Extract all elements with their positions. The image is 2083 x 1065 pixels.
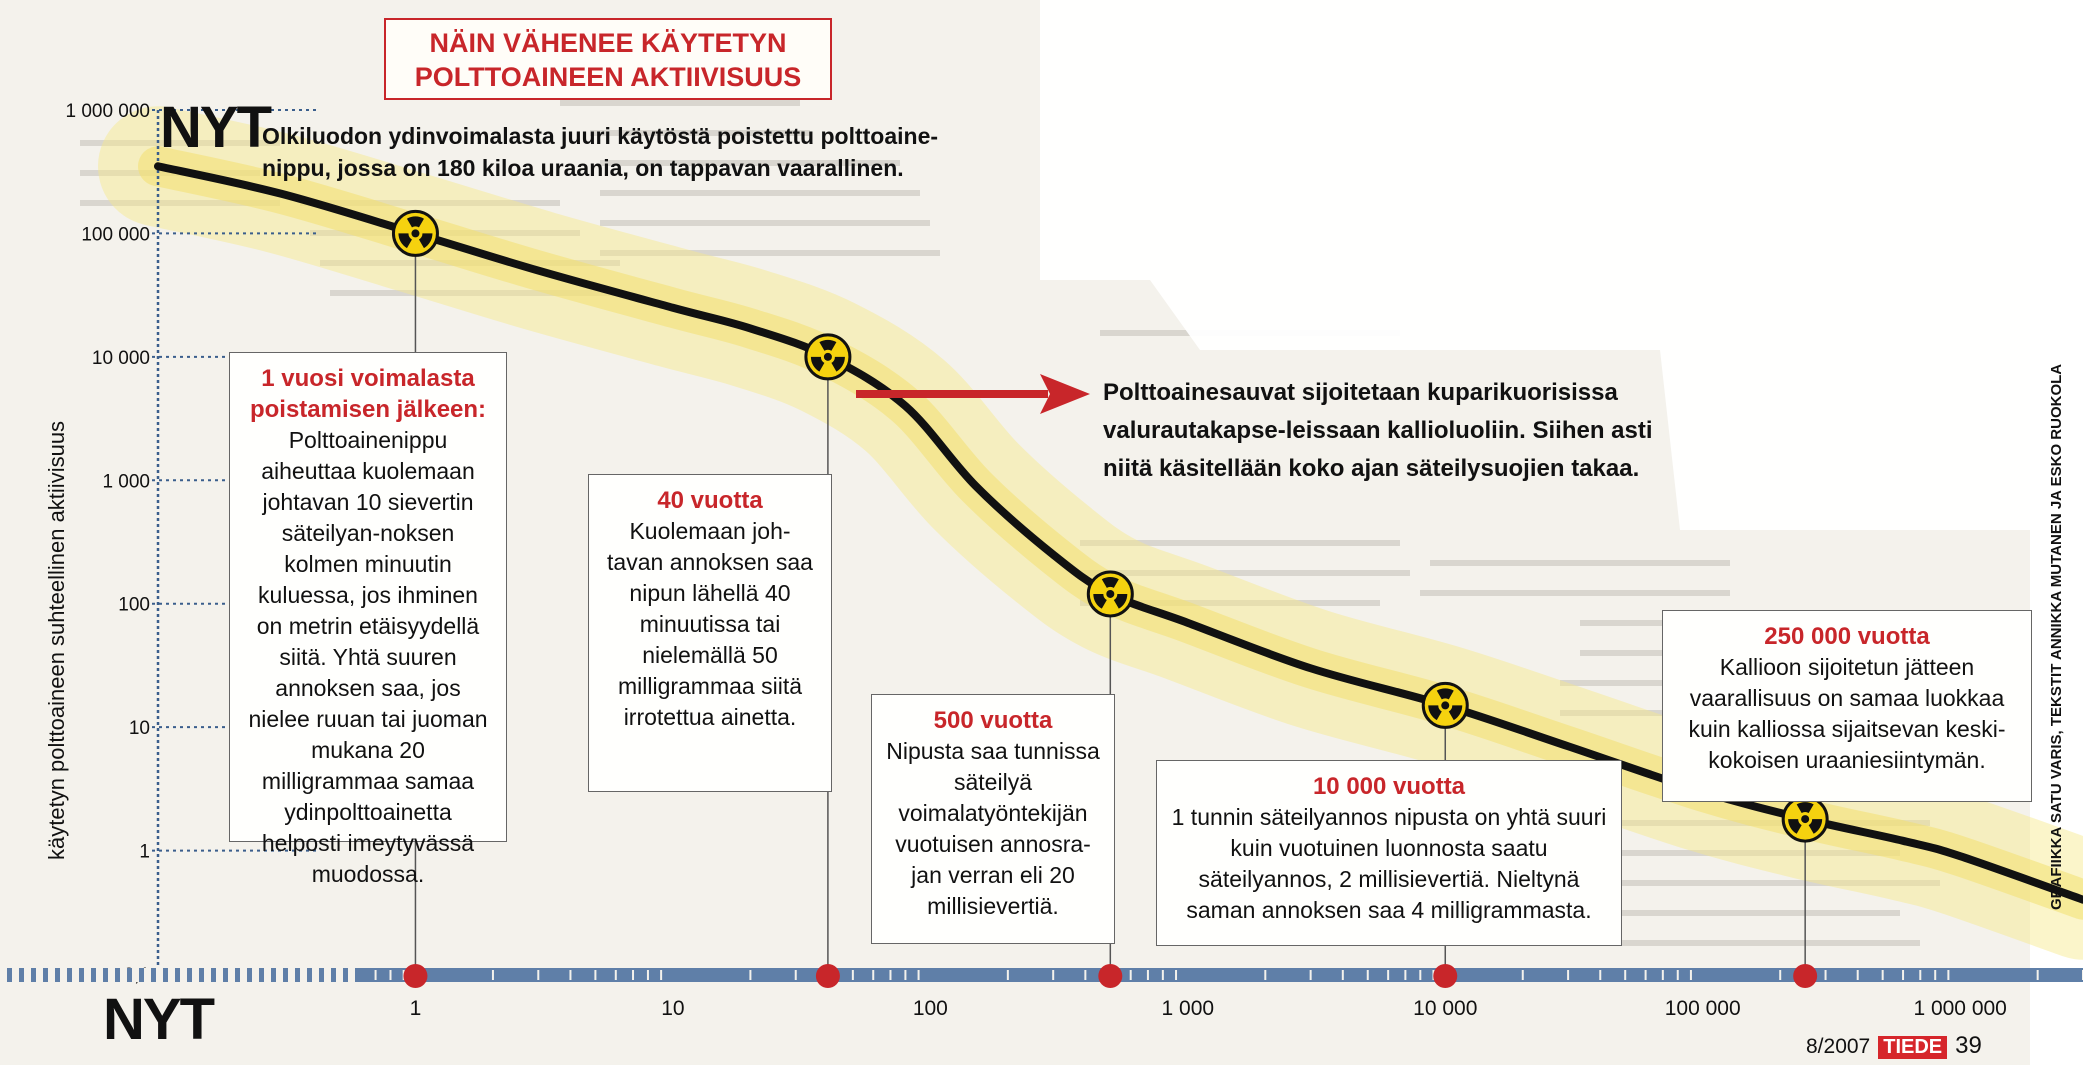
x-axis-dash: [84, 968, 91, 982]
y-tick-label: 1: [139, 842, 150, 863]
radiation-icon: [1086, 570, 1134, 618]
credit-text: GRAFIIKKA SATU VARIS, TEKSTIT ANNIKKA MU…: [2048, 363, 2065, 910]
callout-body: 1 tunnin säteilyannos nipusta on yhtä su…: [1171, 804, 1607, 923]
nyt-bottom-label: NYT: [103, 987, 215, 1052]
time-dot: [1098, 964, 1123, 988]
callout-body: Kuolemaan joh-tavan annoksen saa nipun l…: [607, 518, 813, 730]
x-axis-dash: [264, 968, 271, 982]
x-axis-dash: [348, 968, 355, 982]
x-axis-dash: [24, 968, 31, 982]
x-axis-dash: [108, 968, 115, 982]
x-tick-label: 10 000: [1413, 997, 1477, 1020]
y-tick-label: 1 000 000: [65, 101, 150, 122]
disposal-text: Polttoainesauvat sijoitetaan kuparikuori…: [1103, 379, 1653, 482]
x-axis-dash: [276, 968, 283, 982]
x-tick-label: 10: [661, 997, 684, 1020]
activity-curve: [154, 162, 2083, 904]
callout-500-years: 500 vuotta Nipusta saa tunnissa säteilyä…: [871, 694, 1115, 944]
radiation-icon: [1421, 681, 1469, 729]
callout-head: 40 vuotta: [657, 487, 763, 514]
callout-head: 250 000 vuotta: [1764, 623, 1930, 650]
x-tick-label: 1 000 000: [1913, 997, 2006, 1020]
page-number: 39: [1955, 1032, 1982, 1059]
nyt-top-label: NYT: [160, 95, 272, 160]
y-tick-label: 10: [129, 718, 150, 739]
x-axis-dash: [312, 968, 319, 982]
x-tick-label: 1: [410, 997, 422, 1020]
callout-body: Polttoainenippu aiheuttaa kuolemaan joht…: [248, 427, 488, 887]
callout-10000-years: 10 000 vuotta 1 tunnin säteilyannos nipu…: [1156, 760, 1622, 946]
x-axis-dash: [228, 968, 235, 982]
x-axis-dash: [36, 968, 43, 982]
x-axis: 1 10 100 1 000 10 000 100 000 1 000 000: [0, 968, 2083, 1020]
callout-body: Nipusta saa tunnissa säteilyä voimalatyö…: [886, 738, 1100, 919]
x-tick-label: 100 000: [1665, 997, 1741, 1020]
radiation-icon: [1781, 795, 1829, 843]
x-axis-dash: [72, 968, 79, 982]
x-axis-dash: [0, 968, 7, 982]
x-axis-dash: [60, 968, 67, 982]
time-dot: [403, 964, 428, 988]
y-axis-label: käytetyn polttoaineen suhteellinen aktii…: [44, 421, 69, 860]
callout-1-year: 1 vuosi voimalasta poistamisen jälkeen: …: [229, 352, 507, 887]
x-axis-dash: [144, 968, 151, 982]
x-axis-dash: [12, 968, 19, 982]
tiede-logo: TIEDE: [1878, 1036, 1948, 1059]
x-axis-dash: [132, 968, 139, 982]
x-axis-dash: [48, 968, 55, 982]
x-axis-dash: [300, 968, 307, 982]
y-tick-label: 100: [118, 595, 150, 616]
time-dot: [1433, 964, 1458, 988]
callout-250000-years: 250 000 vuotta Kallioon sijoitetun jätte…: [1662, 610, 2032, 802]
radiation-markers: [391, 209, 1829, 988]
callout-head: 500 vuotta: [933, 707, 1053, 734]
x-axis-dash: [288, 968, 295, 982]
x-axis-dash: [168, 968, 175, 982]
x-axis-dash: [192, 968, 199, 982]
x-axis-dash: [120, 968, 127, 982]
x-axis-dash: [96, 968, 103, 982]
x-axis-dash: [240, 968, 247, 982]
x-axis-dash: [336, 968, 343, 982]
issue-number: 8/2007: [1806, 1035, 1871, 1058]
intro-text: Olkiluodon ydinvoimalasta juuri käytöstä…: [262, 123, 939, 181]
x-axis-dash: [156, 968, 163, 982]
x-tick-label: 1 000: [1162, 997, 1215, 1020]
x-axis-band: [0, 968, 2083, 982]
x-axis-dash: [204, 968, 211, 982]
y-tick-label: 1 000: [102, 471, 150, 492]
radiation-icon: [804, 333, 852, 381]
callout-40-years: 40 vuotta Kuolemaan joh-tavan annoksen s…: [588, 474, 832, 792]
x-axis-dash: [180, 968, 187, 982]
chart-title: NÄIN VÄHENEE KÄYTETYN POLTTOAINEEN AKTII…: [384, 18, 832, 100]
x-axis-dash: [216, 968, 223, 982]
y-tick-label: 10 000: [92, 348, 150, 369]
x-axis-dash: [324, 968, 331, 982]
y-tick-label: 100 000: [81, 224, 150, 245]
radiation-icon: [391, 209, 439, 257]
callout-head: 1 vuosi voimalasta poistamisen jälkeen:: [249, 365, 487, 423]
red-arrow: [856, 374, 1090, 414]
time-dot: [815, 964, 840, 988]
x-tick-label: 100: [913, 997, 948, 1020]
x-axis-dash: [252, 968, 259, 982]
time-dot: [1793, 964, 1818, 988]
callout-body: Kallioon sijoitetun jätteen vaarallisuus…: [1688, 654, 2006, 773]
callout-head: 10 000 vuotta: [1312, 773, 1466, 800]
page-footer: 8/2007 TIEDE 39: [1806, 1032, 1982, 1060]
